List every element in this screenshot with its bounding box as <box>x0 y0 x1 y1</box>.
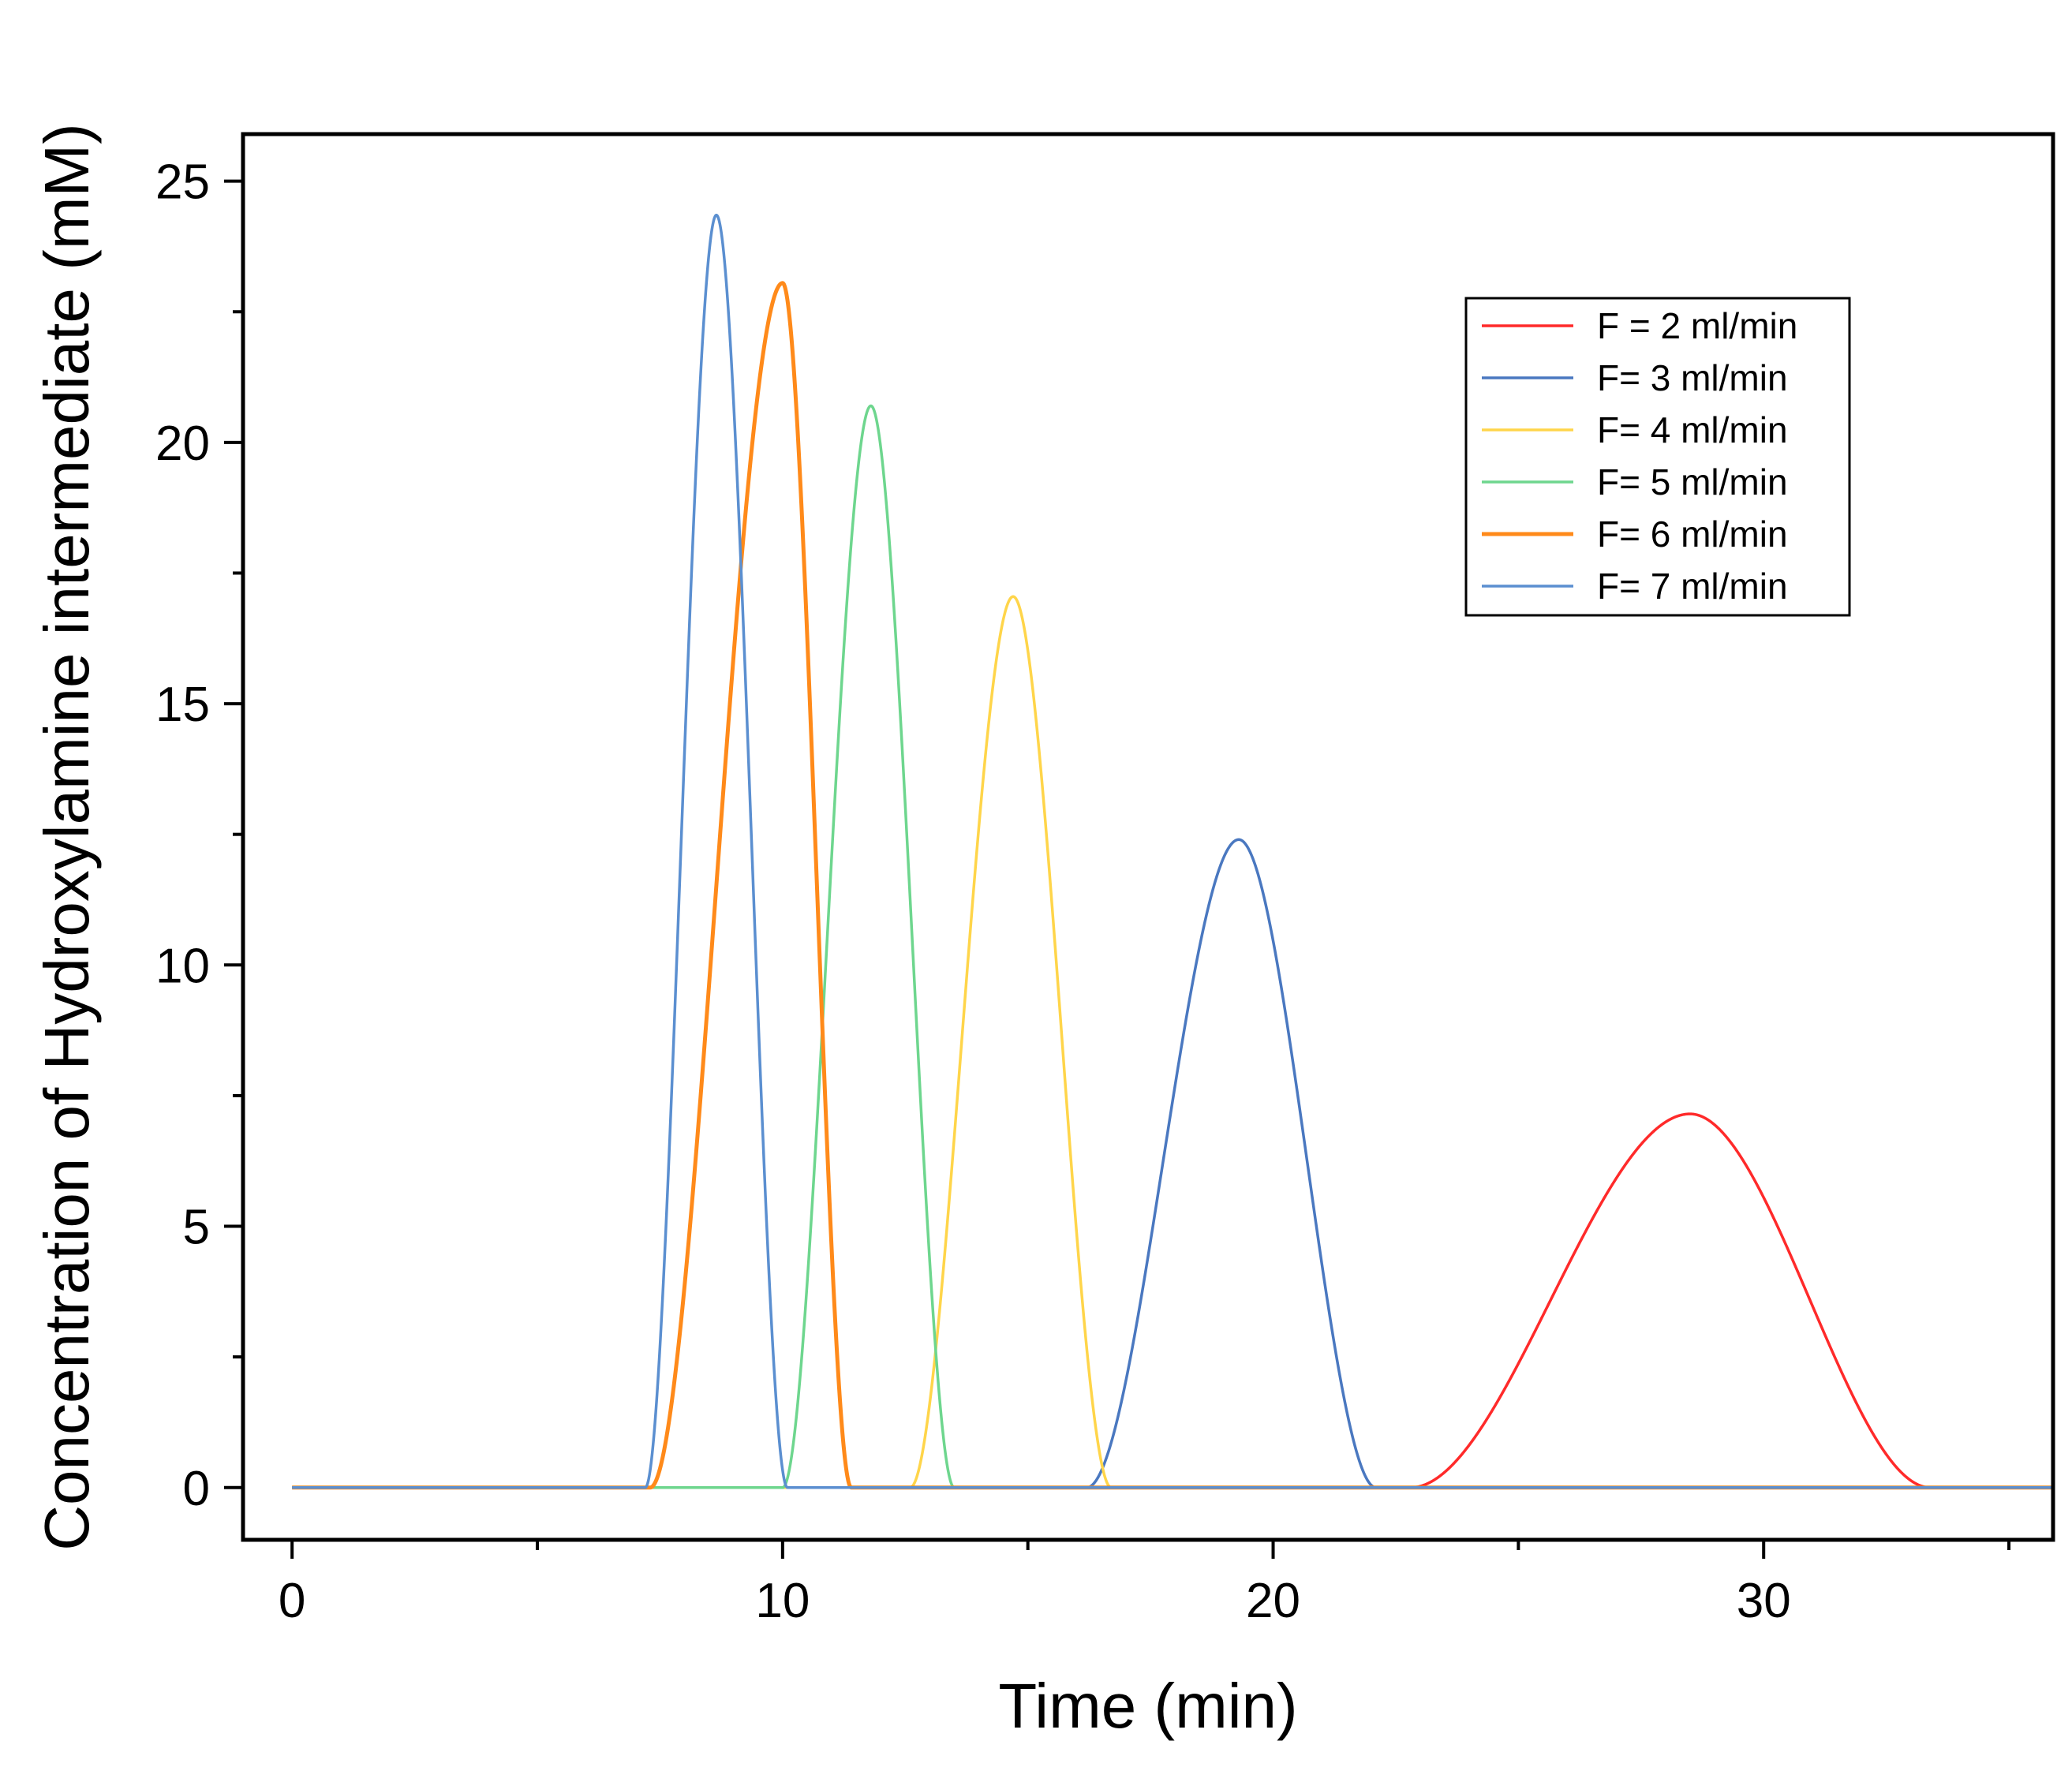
x-tick-label: 0 <box>279 1574 305 1628</box>
series-line-6 <box>291 213 2055 1489</box>
legend: F = 2 ml/min F= 3 ml/min F= 4 ml/min F= 5 m… <box>1464 297 1851 617</box>
x-tick-label: 10 <box>755 1574 810 1628</box>
y-tick-label: 0 <box>183 1462 210 1516</box>
y-tick-label: 20 <box>155 417 210 471</box>
x-axis-title: Time (min) <box>998 1671 1297 1741</box>
y-tick-label: 10 <box>155 939 210 993</box>
y-axis-title: Concentration of Hydroxylamine intermedi… <box>32 123 102 1551</box>
legend-label-6: F= 7 ml/min <box>1597 566 1788 607</box>
y-tick-label: 15 <box>155 678 210 732</box>
legend-label-3: F= 4 ml/min <box>1597 409 1788 450</box>
legend-label-4: F= 5 ml/min <box>1597 461 1788 502</box>
y-axis: 0 5 10 15 20 25 <box>155 155 243 1516</box>
x-tick-label: 20 <box>1246 1574 1300 1628</box>
y-tick-label: 5 <box>183 1201 210 1255</box>
x-axis: 0 10 20 30 <box>279 1540 2011 1628</box>
legend-label-2: F= 3 ml/min <box>1597 357 1788 398</box>
legend-box <box>1464 297 1851 617</box>
x-tick-label: 30 <box>1737 1574 1791 1628</box>
curves <box>290 213 2055 1490</box>
y-tick-label: 25 <box>155 155 210 210</box>
legend-label-1: F = 2 ml/min <box>1597 305 1797 346</box>
legend-label-5: F= 6 ml/min <box>1597 514 1788 555</box>
plot-frame <box>241 132 2055 1542</box>
